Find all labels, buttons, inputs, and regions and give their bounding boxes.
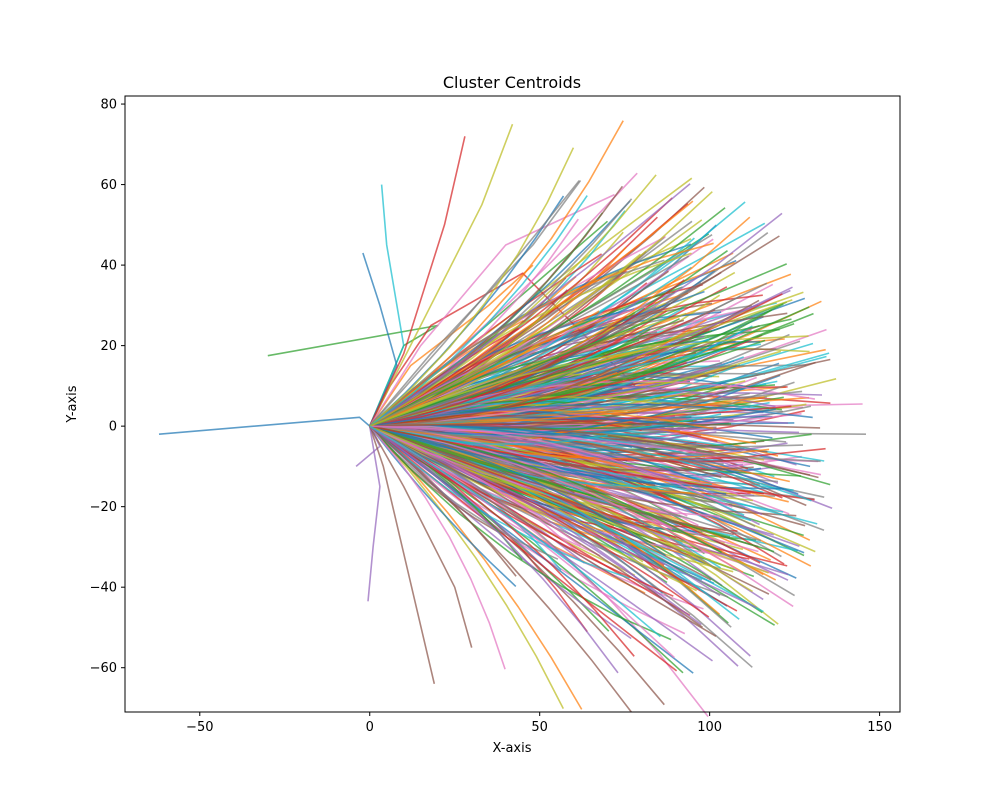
series-line: [369, 425, 794, 608]
series-line: [369, 180, 580, 427]
series-line: [369, 193, 615, 427]
series-line: [369, 195, 588, 427]
series-line: [368, 123, 514, 427]
series-line: [369, 425, 582, 547]
series-line: [369, 183, 691, 427]
y-tick-label: 0: [109, 420, 117, 435]
series-line: [369, 271, 722, 427]
series-line: [369, 425, 765, 495]
series-line: [369, 425, 812, 502]
series-line: [369, 425, 565, 709]
series-line: [369, 425, 661, 638]
y-tick-label: 20: [100, 339, 117, 354]
series-line: [369, 310, 667, 427]
series-line: [369, 286, 793, 427]
series-line: [369, 425, 734, 570]
series-line: [368, 425, 436, 684]
y-tick-label: 40: [100, 259, 117, 274]
y-tick-label: 80: [100, 98, 117, 113]
y-tick-label: −20: [90, 500, 117, 515]
y-tick-label: −40: [90, 581, 117, 596]
series-line: [369, 425, 672, 641]
series-line: [369, 425, 597, 498]
y-axis-ticks: −60 −40 −20 0 20 40 60 80: [90, 98, 125, 676]
series-line: [369, 306, 657, 427]
series-line: [369, 312, 687, 427]
series-line: [369, 425, 678, 672]
series-line: [158, 416, 371, 435]
series-line: [369, 191, 713, 427]
series-line: [369, 422, 821, 429]
y-axis-label: Y-axis: [65, 385, 80, 423]
series-line: [368, 136, 466, 427]
series-layer: [158, 120, 867, 718]
series-line: [369, 255, 690, 427]
series-line: [369, 425, 697, 453]
series-line: [369, 174, 657, 427]
series-line: [369, 425, 473, 648]
x-tick-label: 150: [867, 720, 892, 735]
chart-title: Cluster Centroids: [443, 73, 581, 92]
y-tick-label: 60: [100, 178, 117, 193]
x-axis-label: X-axis: [493, 741, 532, 756]
series-line: [369, 263, 788, 427]
y-tick-label: −60: [90, 661, 117, 676]
x-tick-label: 50: [531, 720, 548, 735]
series-line: [369, 259, 665, 427]
plot-frame: [124, 95, 901, 713]
series-line: [369, 425, 632, 713]
series-line: [368, 184, 405, 427]
series-line: [369, 310, 600, 427]
series-line: [369, 390, 803, 427]
x-tick-label: −50: [186, 720, 213, 735]
series-line: [369, 357, 560, 427]
series-line: [369, 197, 673, 427]
series-line: [369, 425, 691, 616]
series-line: [369, 425, 630, 580]
series-line: [369, 425, 674, 597]
series-line: [369, 425, 517, 587]
series-line: [367, 425, 381, 602]
series-line: [369, 425, 821, 463]
series-line: [369, 425, 499, 533]
series-line: [369, 425, 619, 674]
x-tick-label: 0: [366, 720, 374, 735]
series-line: [369, 147, 575, 427]
series-line: [369, 403, 813, 427]
x-axis-ticks: −50 0 50 100 150: [186, 712, 892, 735]
series-line: [369, 335, 809, 427]
series-line: [369, 362, 687, 427]
series-line: [369, 425, 506, 670]
x-tick-label: 100: [697, 720, 722, 735]
